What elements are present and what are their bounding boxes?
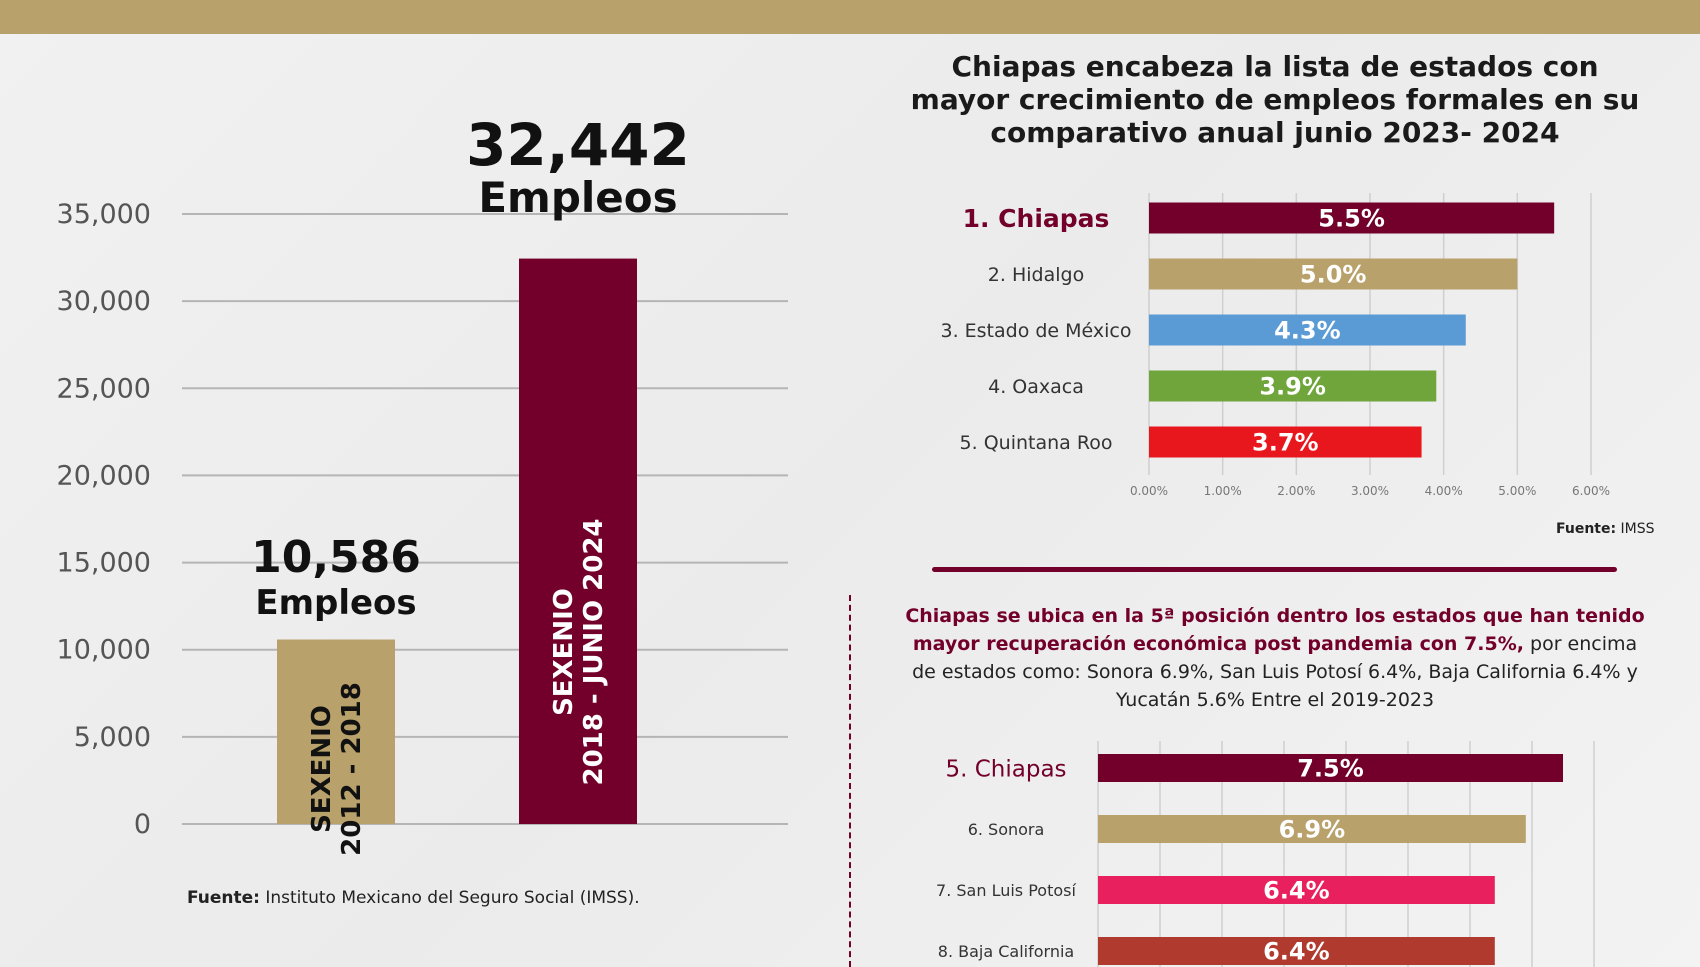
bar-unit-label: Empleos: [478, 173, 677, 222]
bar: [1098, 815, 1526, 843]
bar-value-label: 10,586: [251, 532, 421, 583]
y-tick-label: 20,000: [57, 460, 151, 491]
category-label: 6. Sonora: [968, 820, 1045, 839]
bar-value-label: 5.0%: [1300, 261, 1367, 289]
bar: [1149, 370, 1437, 402]
bar: [1098, 937, 1495, 965]
bar: [1098, 754, 1563, 782]
category-label: 5. Chiapas: [945, 756, 1066, 782]
bar-unit-label: Empleos: [255, 583, 416, 623]
bar: [1098, 876, 1495, 904]
bar: [519, 258, 637, 824]
x-tick-label: 3.00%: [1351, 484, 1389, 498]
y-tick-label: 10,000: [57, 635, 151, 666]
x-tick-label: 6.00%: [1572, 484, 1610, 498]
jobs-bar-chart: 0 5,000 10,000 15,000 20,000 25,000 30,000 35,0…: [57, 111, 788, 856]
category-label: 1. Chiapas: [963, 204, 1110, 233]
chart-title-growth: Chiapas encabeza la lista de estados con…: [910, 50, 1640, 149]
x-tick-label: 1.00%: [1204, 484, 1242, 498]
bar-value-label: 6.9%: [1279, 816, 1346, 844]
bar-value-label: 6.4%: [1263, 938, 1330, 966]
bar: [277, 639, 395, 824]
category-label: 7. San Luis Potosí: [936, 881, 1076, 900]
category-label: 2. Hidalgo: [988, 264, 1084, 286]
y-tick-label: 25,000: [57, 373, 151, 404]
bar-category-label: SEXENIO2012 - 2018: [307, 682, 367, 856]
top-band: [0, 0, 1700, 34]
bar-value-label: 6.4%: [1263, 877, 1330, 905]
source-left: Fuente: Instituto Mexicano del Seguro So…: [187, 888, 640, 908]
y-tick-label: 30,000: [57, 286, 151, 317]
x-tick-label: 4.00%: [1425, 484, 1463, 498]
bar-value-label: 3.9%: [1259, 373, 1326, 401]
bar: [1149, 314, 1466, 346]
x-tick-label: 2.00%: [1277, 484, 1315, 498]
y-tick-label: 35,000: [57, 199, 151, 230]
category-label: 3. Estado de México: [940, 320, 1131, 342]
y-tick-label: 5,000: [74, 722, 151, 753]
category-label: 5. Quintana Roo: [960, 432, 1113, 454]
x-tick-label: 0.00%: [1130, 484, 1168, 498]
bar: [1149, 202, 1555, 234]
recovery-states-chart: 7.5% 5. Chiapas 6.9% 6. Sonora 6.4% 7. San Lu…: [936, 741, 1595, 967]
dashed-separator: [849, 595, 851, 967]
bar-value-label: 7.5%: [1297, 755, 1364, 783]
bar-category-label: SEXENIO2018 - JUNIO 2024: [549, 519, 609, 786]
category-label: 8. Baja California: [938, 942, 1074, 961]
y-tick-label: 0: [134, 809, 151, 840]
x-tick-label: 5.00%: [1498, 484, 1536, 498]
bar: [1149, 258, 1518, 290]
bar-value-label: 4.3%: [1274, 317, 1341, 345]
bar-value-label: 3.7%: [1252, 429, 1319, 457]
category-label: 4. Oaxaca: [988, 376, 1084, 398]
section-divider: [932, 567, 1617, 572]
recovery-note: Chiapas se ubica en la 5ª posición dentr…: [905, 605, 1645, 711]
bar-value-label: 32,442: [466, 111, 690, 179]
bar: [1149, 426, 1422, 458]
bar-value-label: 5.5%: [1318, 205, 1385, 233]
y-tick-label: 15,000: [57, 548, 151, 579]
source-right: Fuente: IMSS: [1556, 521, 1655, 537]
growth-states-chart: 0.00% 1.00% 2.00% 3.00% 4.00% 5.00% 6.00% 5.5% 1…: [940, 193, 1610, 498]
